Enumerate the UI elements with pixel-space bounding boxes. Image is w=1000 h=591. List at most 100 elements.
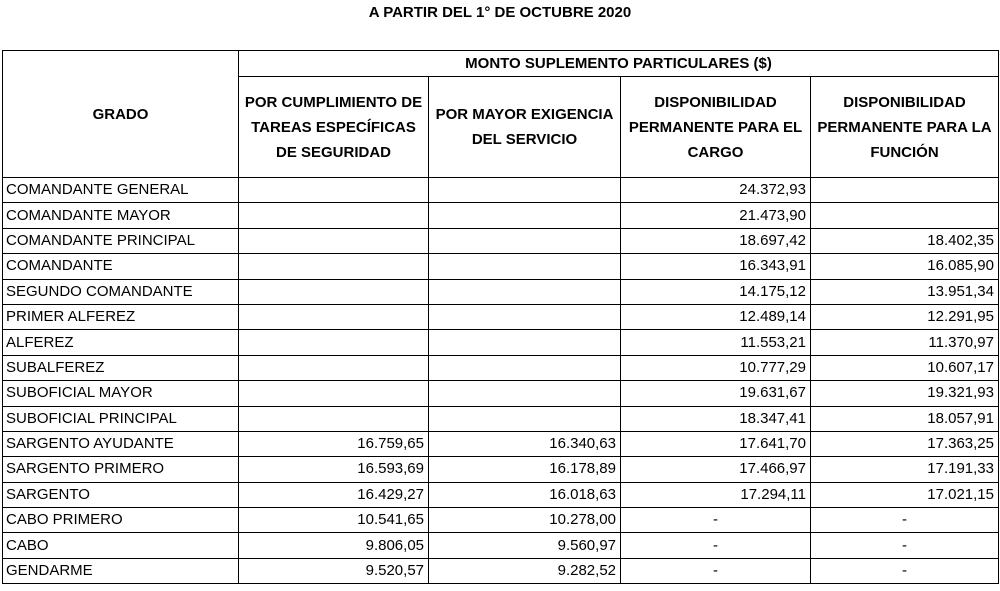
amount-cell: - — [810, 507, 999, 534]
amount-cell: 16.429,27 — [238, 481, 429, 509]
amount-cell — [428, 329, 621, 356]
amount-cell — [428, 202, 621, 229]
table-row: CABO PRIMERO 10.541,65 10.278,00- - — [2, 507, 999, 534]
grado-cell: SUBOFICIAL MAYOR — [2, 380, 239, 407]
amount-cell — [428, 176, 621, 204]
grado-cell: CABO PRIMERO — [2, 507, 239, 534]
amount-cell: 12.291,95 — [810, 303, 999, 331]
grado-cell: SARGENTO AYUDANTE — [2, 430, 239, 458]
amount-cell — [810, 176, 999, 204]
grado-cell: GENDARME — [2, 557, 239, 585]
amount-cell: 21.473,90 — [620, 202, 811, 229]
supplement-table: GRADO MONTO SUPLEMENTO PARTICULARES ($) … — [2, 50, 999, 585]
amount-cell — [238, 329, 429, 356]
amount-cell — [238, 405, 429, 432]
grado-cell: CABO — [2, 532, 239, 559]
amount-cell — [238, 202, 429, 229]
amount-cell — [428, 405, 621, 432]
amount-cell — [428, 227, 621, 255]
amount-cell — [238, 253, 429, 280]
grado-cell: COMANDANTE PRINCIPAL — [2, 227, 239, 255]
group-header: MONTO SUPLEMENTO PARTICULARES ($) — [238, 50, 999, 77]
column-header-disponibilidad-cargo: DISPONIBILIDAD PERMANENTE PARA EL CARGO — [620, 76, 811, 178]
amount-cell: 9.560,97 — [428, 532, 621, 559]
amount-cell: 9.282,52 — [428, 557, 621, 585]
table-body: COMANDANTE GENERAL 24.372,93 COMANDANTE MA… — [2, 176, 999, 585]
amount-cell: 16.340,63 — [428, 430, 621, 458]
table-row: SARGENTO PRIMERO 16.593,69 16.178,89 17.466… — [2, 456, 999, 483]
amount-cell: 16.759,65 — [238, 430, 429, 458]
amount-cell: - — [620, 507, 811, 534]
grado-cell: SUBALFEREZ — [2, 354, 239, 382]
amount-cell: 17.363,25 — [810, 430, 999, 458]
table-row: PRIMER ALFEREZ 12.489,14 12.291,95 — [2, 303, 999, 331]
amount-cell — [428, 278, 621, 305]
amount-cell: 17.021,15 — [810, 481, 999, 509]
column-header-grado: GRADO — [2, 50, 239, 178]
amount-cell — [238, 380, 429, 407]
amount-cell: 19.321,93 — [810, 380, 999, 407]
grado-cell: SEGUNDO COMANDANTE — [2, 278, 239, 305]
amount-cell: 13.951,34 — [810, 278, 999, 305]
amount-cell — [238, 278, 429, 305]
table-row: SARGENTO 16.429,27 16.018,63 17.294,11 17.02… — [2, 481, 999, 509]
amount-cell — [238, 176, 429, 204]
amount-cell: 10.777,29 — [620, 354, 811, 382]
amount-cell: - — [810, 532, 999, 559]
table-row: SUBOFICIAL PRINCIPAL 18.347,41 18.057,91 — [2, 405, 999, 432]
amount-cell — [428, 303, 621, 331]
amount-cell: 11.370,97 — [810, 329, 999, 356]
amount-cell — [428, 380, 621, 407]
grado-cell: COMANDANTE MAYOR — [2, 202, 239, 229]
grado-cell: ALFEREZ — [2, 329, 239, 356]
table-row: SUBALFEREZ 10.777,29 10.607,17 — [2, 354, 999, 382]
amount-cell — [428, 354, 621, 382]
amount-cell — [810, 202, 999, 229]
amount-cell: 18.057,91 — [810, 405, 999, 432]
amount-cell: 11.553,21 — [620, 329, 811, 356]
grado-cell: SARGENTO — [2, 481, 239, 509]
amount-cell: 9.806,05 — [238, 532, 429, 559]
column-header-disponibilidad-funcion: DISPONIBILIDAD PERMANENTE PARA LA FUNCIÓ… — [810, 76, 999, 178]
amount-cell — [238, 303, 429, 331]
amount-cell: 18.402,35 — [810, 227, 999, 255]
grado-cell: COMANDANTE GENERAL — [2, 176, 239, 204]
amount-cell: - — [620, 557, 811, 585]
amount-cell — [238, 354, 429, 382]
amount-cell: 17.466,97 — [620, 456, 811, 483]
amount-cell: 14.175,12 — [620, 278, 811, 305]
amount-cell: 9.520,57 — [238, 557, 429, 585]
table-row: COMANDANTE GENERAL 24.372,93 — [2, 176, 999, 204]
document-title: A PARTIR DEL 1° DE OCTUBRE 2020 — [368, 4, 632, 21]
amount-cell: - — [810, 557, 999, 585]
amount-cell: 17.641,70 — [620, 430, 811, 458]
amount-cell: 10.278,00 — [428, 507, 621, 534]
table-row: SEGUNDO COMANDANTE 14.175,12 13.951,34 — [2, 278, 999, 305]
grado-cell: SUBOFICIAL PRINCIPAL — [2, 405, 239, 432]
table-row: GENDARME 9.520,57 9.282,52- - — [2, 557, 999, 585]
table-row: SUBOFICIAL MAYOR 19.631,67 19.321,93 — [2, 380, 999, 407]
grado-cell: SARGENTO PRIMERO — [2, 456, 239, 483]
amount-cell: 10.607,17 — [810, 354, 999, 382]
table-row: SARGENTO AYUDANTE 16.759,65 16.340,63 17.64… — [2, 430, 999, 458]
amount-cell: - — [620, 532, 811, 559]
amount-cell: 16.178,89 — [428, 456, 621, 483]
table-row: COMANDANTE 16.343,91 16.085,90 — [2, 253, 999, 280]
amount-cell: 16.018,63 — [428, 481, 621, 509]
amount-cell: 17.294,11 — [620, 481, 811, 509]
amount-cell: 16.343,91 — [620, 253, 811, 280]
amount-cell: 24.372,93 — [620, 176, 811, 204]
amount-cell: 18.697,42 — [620, 227, 811, 255]
amount-cell: 10.541,65 — [238, 507, 429, 534]
amount-cell: 19.631,67 — [620, 380, 811, 407]
table-row: COMANDANTE PRINCIPAL 18.697,42 18.402,35 — [2, 227, 999, 255]
amount-cell — [238, 227, 429, 255]
table-row: ALFEREZ 11.553,21 11.370,97 — [2, 329, 999, 356]
grado-cell: PRIMER ALFEREZ — [2, 303, 239, 331]
amount-cell: 18.347,41 — [620, 405, 811, 432]
column-header-mayor-exigencia: POR MAYOR EXIGENCIA DEL SERVICIO — [428, 76, 621, 178]
amount-cell: 16.593,69 — [238, 456, 429, 483]
table-row: COMANDANTE MAYOR 21.473,90 — [2, 202, 999, 229]
amount-cell: 16.085,90 — [810, 253, 999, 280]
column-header-tareas-seguridad: POR CUMPLIMIENTO DE TAREAS ESPECÍFICAS D… — [238, 76, 429, 178]
